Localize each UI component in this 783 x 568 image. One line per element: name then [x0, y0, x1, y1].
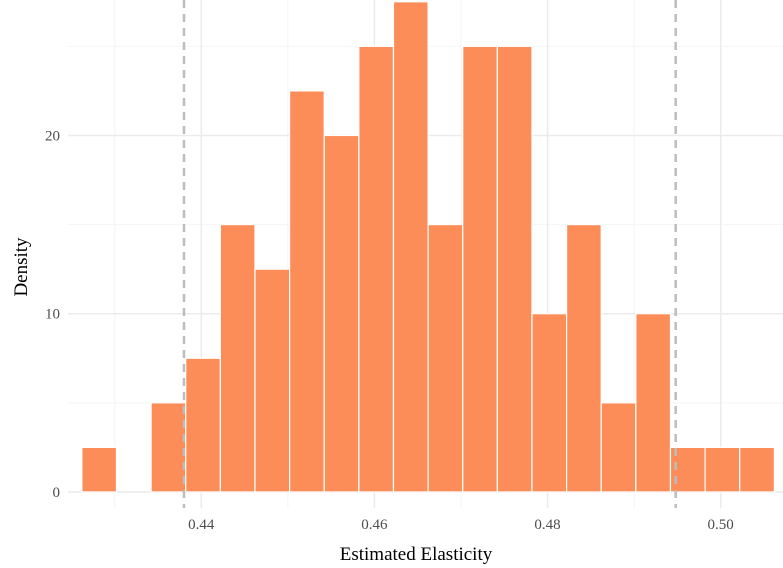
histogram-bar: [150, 402, 187, 493]
y-axis-title: Density: [11, 237, 32, 297]
y-tick-label: 0: [53, 485, 61, 501]
histogram-bar: [739, 446, 775, 493]
histogram-bar: [635, 313, 672, 493]
histogram-bar: [427, 223, 464, 493]
x-tick-label: 0.48: [534, 517, 560, 533]
histogram-bars: [81, 1, 775, 493]
histogram-bar: [704, 446, 741, 493]
histogram-bar: [323, 134, 360, 493]
histogram-bar: [565, 223, 602, 493]
x-tick-label: 0.50: [708, 517, 734, 533]
y-tick-labels: 0 10 20: [45, 128, 60, 500]
x-axis-title: Estimated Elasticity: [340, 544, 493, 565]
histogram-bar: [358, 45, 395, 493]
histogram-bar: [185, 357, 221, 493]
y-tick-label: 20: [45, 128, 60, 144]
histogram-bar: [496, 45, 533, 493]
histogram-bar: [219, 223, 256, 493]
x-tick-label: 0.44: [188, 517, 215, 533]
histogram-bar: [288, 90, 325, 493]
y-tick-label: 10: [45, 307, 60, 323]
histogram-bar: [600, 402, 637, 493]
histogram-bar: [462, 45, 498, 493]
histogram-bar: [81, 446, 118, 493]
reference-lines: [182, 0, 677, 508]
x-tick-labels: 0.44 0.46 0.48 0.50: [188, 517, 734, 533]
x-tick-label: 0.46: [361, 517, 388, 533]
histogram-bar: [392, 1, 429, 493]
histogram-bar: [254, 268, 291, 493]
histogram-bar: [531, 313, 568, 493]
